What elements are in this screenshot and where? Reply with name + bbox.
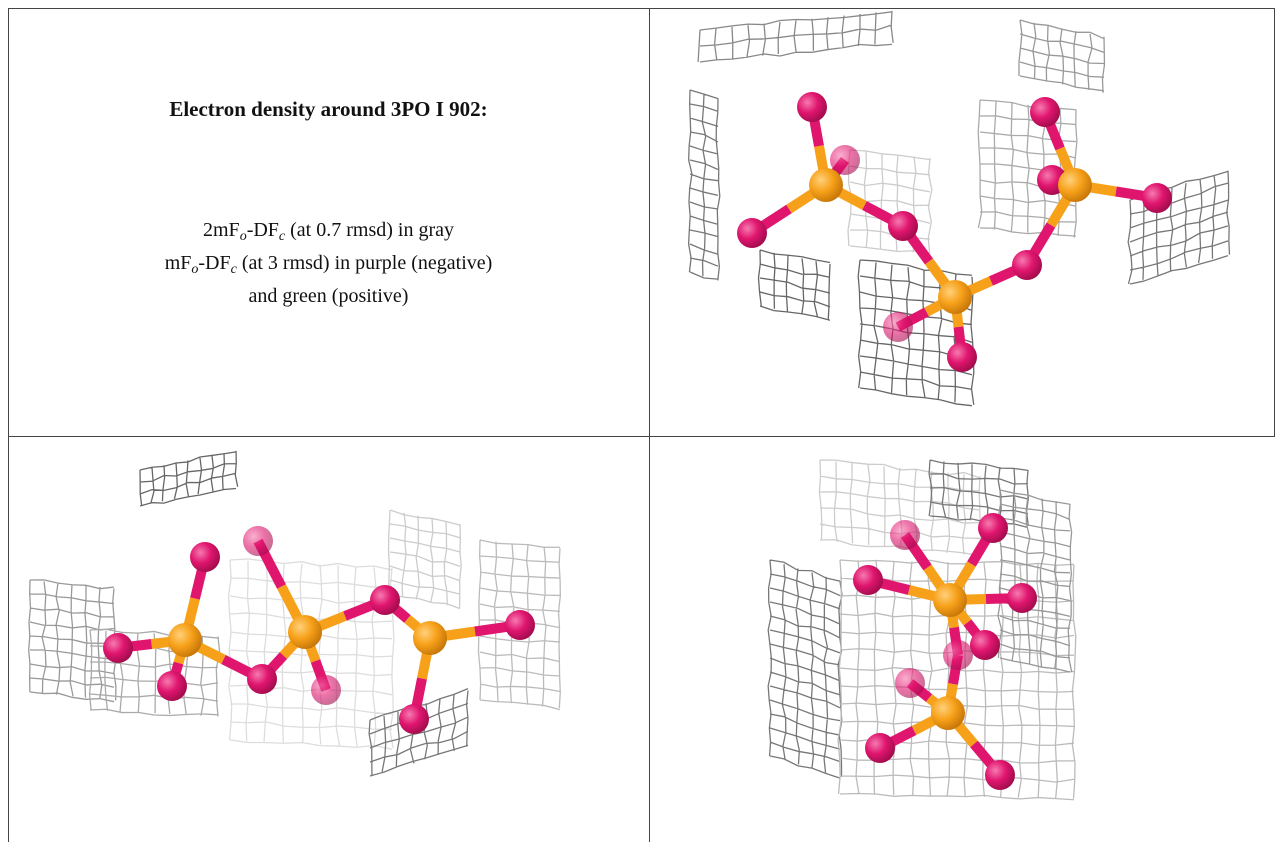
phosphorus-atom — [288, 615, 322, 649]
legend-line: 2mFo-DFc (at 0.7 rmsd) in gray — [9, 217, 648, 250]
text-run: -DF — [198, 252, 230, 274]
oxygen-atom — [1142, 183, 1172, 213]
oxygen-atom — [370, 585, 400, 615]
oxygen-atom — [157, 671, 187, 701]
oxygen-atom — [1012, 250, 1042, 280]
phosphorus-atom — [938, 280, 972, 314]
oxygen-atom — [883, 312, 913, 342]
density-mesh — [758, 250, 830, 320]
text-run: (at 3 rmsd) in purple (negative) — [237, 252, 492, 274]
density-mesh — [768, 560, 842, 778]
oxygen-atom — [1030, 97, 1060, 127]
oxygen-atom — [399, 704, 429, 734]
phosphorus-atom — [1058, 168, 1092, 202]
subscript: o — [240, 229, 247, 244]
oxygen-atom — [311, 675, 341, 705]
density-mesh — [388, 510, 461, 609]
oxygen-atom — [970, 630, 1000, 660]
oxygen-atom — [247, 664, 277, 694]
oxygen-atom — [865, 733, 895, 763]
density-mesh — [1128, 171, 1229, 284]
oxygen-atom — [888, 211, 918, 241]
oxygen-atom — [797, 92, 827, 122]
phosphorus-atom — [809, 168, 843, 202]
page: {"header": {"title": "Electron density a… — [0, 0, 1276, 842]
oxygen-atom — [947, 342, 977, 372]
density-mesh — [698, 11, 893, 62]
density-mesh — [1019, 20, 1104, 93]
oxygen-atom — [895, 668, 925, 698]
density-mesh — [978, 100, 1077, 238]
density-mesh — [29, 580, 116, 702]
phosphorus-atom — [933, 583, 967, 617]
legend-line: mFo-DFc (at 3 rmsd) in purple (negative) — [9, 250, 648, 283]
oxygen-atom — [243, 526, 273, 556]
oxygen-atom — [890, 520, 920, 550]
phosphorus-atom — [931, 696, 965, 730]
caption-cell: Electron density around 3PO I 902: 2mFo-… — [9, 9, 648, 435]
density-mesh — [140, 451, 238, 506]
text-run: and green (positive) — [249, 285, 409, 307]
oxygen-atom — [943, 640, 973, 670]
phosphorus-atom — [413, 621, 447, 655]
oxygen-atom — [737, 218, 767, 248]
caption-title: Electron density around 3PO I 902: — [9, 97, 648, 122]
text-run: (at 0.7 rmsd) in gray — [285, 219, 454, 241]
text-run: -DF — [247, 219, 279, 241]
oxygen-atom — [103, 633, 133, 663]
oxygen-atom — [853, 565, 883, 595]
text-run: mF — [165, 252, 192, 274]
phosphorus-atom — [168, 623, 202, 657]
legend-line: and green (positive) — [9, 283, 648, 310]
density-mesh — [689, 90, 720, 280]
page-body: Electron density around 3PO I 902: 2mFo-… — [0, 0, 1276, 842]
oxygen-atom — [978, 513, 1008, 543]
text-run: 2mF — [203, 219, 240, 241]
oxygen-atom — [985, 760, 1015, 790]
oxygen-atom — [505, 610, 535, 640]
oxygen-atom — [1007, 583, 1037, 613]
oxygen-atom — [190, 542, 220, 572]
